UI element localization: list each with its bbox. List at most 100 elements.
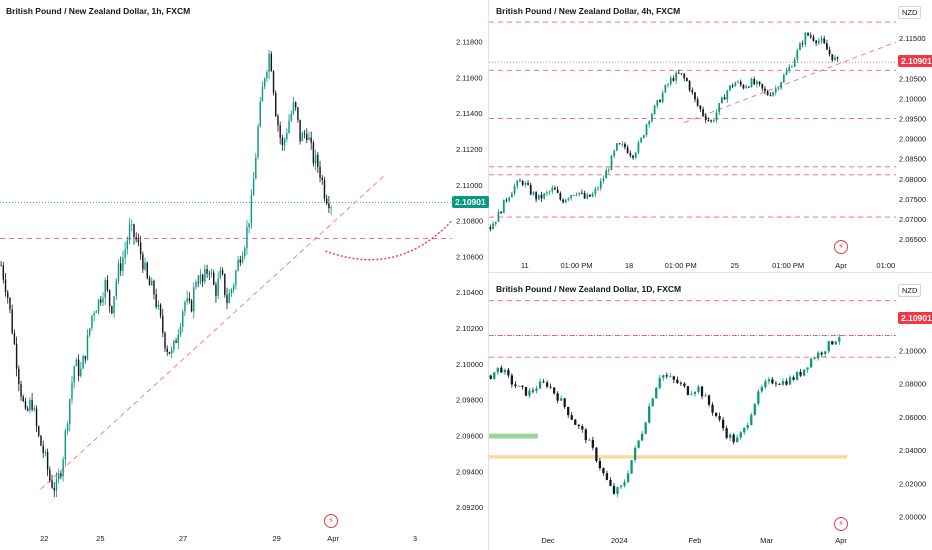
candle-body	[758, 81, 761, 84]
chart-h4-title: British Pound / New Zealand Dollar, 4h, …	[496, 6, 681, 16]
candle-body	[548, 191, 551, 193]
chart-h4-canvas[interactable]: 2.115002.110002.105002.100002.095002.090…	[489, 0, 932, 272]
y-tick-label: 2.09800	[456, 396, 483, 405]
candle-body	[221, 270, 224, 274]
candle-body	[7, 292, 9, 298]
candle-body	[564, 199, 567, 203]
candle-body	[556, 189, 559, 193]
candle-body	[513, 185, 516, 194]
chart-h4-currency-badge[interactable]: NZD	[898, 6, 922, 19]
candle-body	[232, 285, 235, 290]
candle-body	[725, 428, 728, 438]
chart-d1-canvas[interactable]: 2.10000 2.08000 2.06000 2.04000 2.02000 2.000…	[489, 272, 932, 550]
candle-body	[750, 78, 753, 88]
candle-body	[658, 377, 661, 388]
candle-body	[700, 386, 704, 397]
candle-body	[828, 49, 831, 55]
candle-body	[554, 187, 556, 190]
candle-body	[330, 207, 332, 209]
candle-body	[521, 385, 524, 388]
candle-body	[838, 337, 841, 342]
candle-body	[124, 249, 126, 258]
chart-h1-title: British Pound / New Zealand Dollar, 1h, …	[6, 6, 191, 16]
candle-body	[252, 178, 255, 196]
candle-body	[726, 90, 729, 100]
candle-body	[516, 180, 519, 186]
candle-body	[769, 95, 772, 96]
candle-body	[111, 306, 113, 314]
y-tick-label: 2.00000	[899, 513, 926, 522]
y-tick-label: 2.02000	[899, 479, 926, 488]
candle-body	[15, 343, 18, 369]
candle-body	[270, 53, 273, 72]
candle-body	[199, 274, 202, 283]
candle-body	[292, 102, 295, 114]
candle-body	[88, 328, 91, 336]
candle-body	[707, 120, 710, 121]
candle-body	[508, 197, 511, 201]
candle-body	[567, 406, 570, 416]
candle-body	[106, 279, 109, 291]
candle-body	[505, 199, 508, 201]
y-tick-label: 2.11000	[456, 181, 483, 190]
candle-body	[760, 387, 763, 392]
candle-body	[208, 273, 211, 275]
y-tick-label: 2.09400	[456, 467, 483, 476]
candle-body	[809, 35, 812, 38]
candle-body	[137, 239, 140, 243]
x-tick-label: 01:00 PM	[772, 261, 804, 270]
candle-body	[718, 415, 721, 420]
candle-body	[244, 248, 246, 257]
chart-h1-canvas[interactable]: 2.11800 2.11600 2.11400 2.11200 2.11000 2.108…	[0, 0, 489, 550]
candle-body	[261, 86, 264, 102]
candle-body	[201, 274, 204, 282]
candle-body	[602, 468, 605, 474]
candle-body	[820, 38, 823, 41]
candle-body	[753, 78, 756, 85]
candle-body	[712, 120, 715, 122]
candle-body	[623, 482, 626, 486]
candle-body	[197, 282, 199, 283]
candle-body	[281, 137, 284, 146]
trend-line	[684, 41, 897, 123]
candle-body	[535, 192, 537, 200]
candle-body	[115, 280, 117, 297]
candle-body	[583, 192, 586, 199]
candle-body	[815, 40, 818, 44]
chart-h1[interactable]: 2.11800 2.11600 2.11400 2.11200 2.11000 2.108…	[0, 0, 489, 550]
candle-body	[20, 383, 22, 397]
candle-body	[780, 82, 783, 89]
candle-body	[788, 66, 791, 71]
candle-body	[806, 367, 809, 370]
y-tick-label: 2.10800	[456, 217, 483, 226]
candle-body	[507, 369, 510, 376]
candle-body	[772, 92, 774, 96]
candle-body	[656, 100, 659, 106]
candle-body	[303, 133, 306, 135]
chart-h4[interactable]: 2.115002.110002.105002.100002.095002.090…	[489, 0, 932, 272]
candle-body	[827, 341, 830, 352]
candle-body	[651, 114, 653, 122]
candle-body	[301, 133, 304, 142]
candle-body	[308, 137, 310, 140]
candle-body	[570, 415, 573, 420]
candle-body	[46, 451, 49, 470]
y-tick-label: 2.10000	[456, 360, 483, 369]
candle-body	[502, 199, 505, 214]
candle-body	[204, 268, 206, 282]
candle-body	[157, 304, 160, 307]
candle-body	[785, 381, 788, 385]
candle-body	[69, 399, 71, 425]
candle-body	[640, 433, 644, 441]
candle-body	[139, 242, 142, 255]
chart-d1[interactable]: 2.10000 2.08000 2.06000 2.04000 2.02000 2.000…	[489, 272, 932, 550]
candle-body	[747, 86, 750, 88]
candle-body	[721, 419, 725, 429]
candle-body	[813, 358, 816, 360]
candle-body	[217, 278, 219, 296]
chart-d1-currency-badge[interactable]: NZD	[898, 284, 922, 297]
candle-body	[40, 435, 42, 446]
candle-body	[667, 84, 669, 85]
y-tick-label: 2.09200	[456, 503, 483, 512]
chart-d1-title: British Pound / New Zealand Dollar, 1D, …	[496, 284, 682, 294]
